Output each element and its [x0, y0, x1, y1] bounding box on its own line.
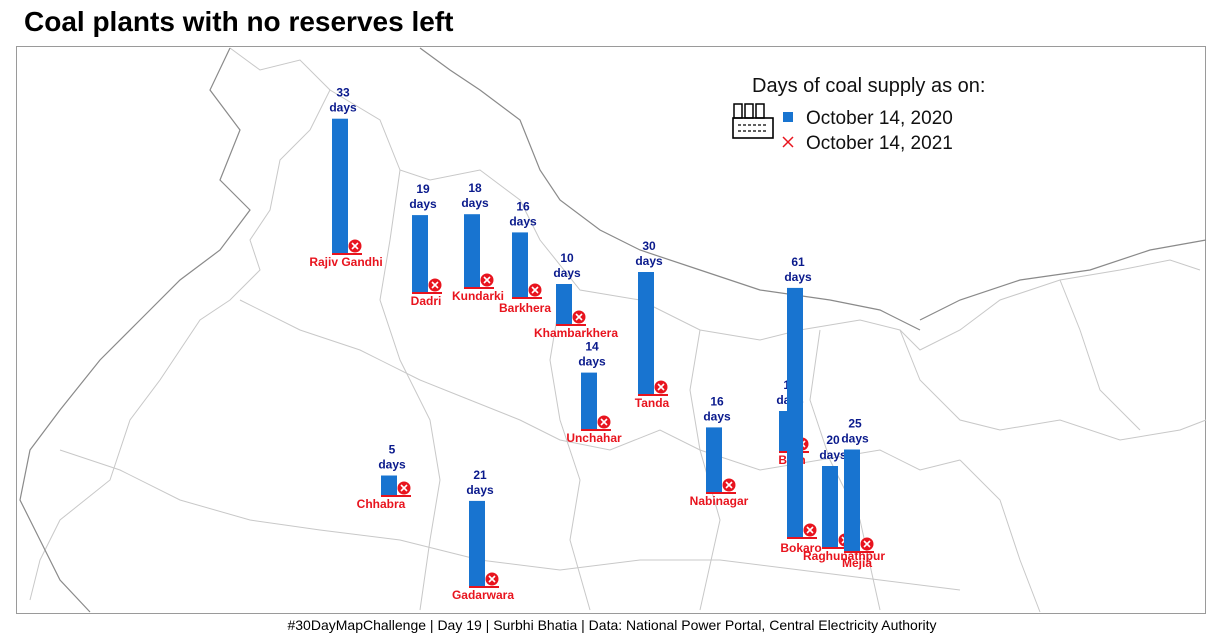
- legend-title: Days of coal supply as on:: [752, 75, 985, 97]
- bar-tanda: [638, 272, 654, 395]
- plant-label: Kundarki: [452, 289, 504, 303]
- value-unit-label: days: [329, 101, 357, 115]
- value-label: 16: [710, 394, 724, 408]
- value-unit-label: days: [466, 483, 494, 497]
- value-unit-label: days: [578, 355, 606, 369]
- plant-label: Gadarwara: [452, 588, 514, 602]
- value-label: 16: [516, 199, 530, 213]
- map-frame: [16, 46, 1206, 614]
- national-boundary: [419, 47, 921, 331]
- caption: #30DayMapChallenge | Day 19 | Surbhi Bha…: [287, 617, 937, 633]
- plant-label: Bokaro: [780, 541, 821, 555]
- national-boundary: [919, 239, 1207, 321]
- bar-mejia: [844, 449, 860, 552]
- bar-khambarkhera: [556, 284, 572, 325]
- plant-label: Mejia: [842, 556, 872, 570]
- state-boundary: [329, 89, 1201, 351]
- x-marker-2021: [480, 273, 494, 287]
- value-label: 21: [473, 468, 487, 482]
- value-label: 19: [416, 182, 430, 196]
- value-unit-label: days: [509, 214, 537, 228]
- value-label: 5: [389, 443, 396, 457]
- value-label: 20: [826, 433, 840, 447]
- india-basemap: [19, 47, 1207, 613]
- value-label: 10: [560, 251, 574, 265]
- value-unit-label: days: [553, 266, 581, 280]
- bar-kundarki: [464, 214, 480, 288]
- legend: Days of coal supply as on: October 14, 2…: [732, 75, 985, 154]
- x-marker-2021: [597, 415, 611, 429]
- value-unit-label: days: [461, 196, 489, 210]
- bar-rajiv-gandhi: [332, 118, 348, 254]
- state-boundary: [29, 47, 331, 601]
- value-unit-label: days: [819, 448, 847, 462]
- national-boundary: [19, 47, 251, 613]
- plant-label: Khambarkhera: [534, 326, 618, 340]
- chart-title: Coal plants with no reserves left: [24, 6, 454, 37]
- state-boundary: [1059, 279, 1141, 431]
- legend-label-2021: October 14, 2021: [806, 133, 953, 154]
- legend-swatch-2020: [783, 112, 793, 122]
- plant-label: Rajiv Gandhi: [309, 255, 382, 269]
- bar-raghunathpur: [822, 466, 838, 548]
- bar-chhabra: [381, 475, 397, 496]
- bar-unchahar: [581, 372, 597, 430]
- plant-label: Tanda: [635, 396, 670, 410]
- bar-nabinagar: [706, 427, 722, 493]
- plant-label: Unchahar: [566, 431, 622, 445]
- bar-gadarwara: [469, 500, 485, 587]
- legend-label-2020: October 14, 2020: [806, 108, 953, 129]
- value-label: 61: [791, 255, 805, 269]
- plant-label: Chhabra: [357, 497, 406, 511]
- x-marker-2021: [860, 537, 874, 551]
- state-boundary: [689, 329, 721, 611]
- value-label: 33: [336, 86, 350, 100]
- bar-barkhera: [512, 232, 528, 298]
- plant-label: Nabinagar: [690, 494, 749, 508]
- value-unit-label: days: [635, 254, 663, 268]
- value-label: 25: [848, 417, 862, 431]
- x-marker-2021: [572, 310, 586, 324]
- plant-label: Dadri: [411, 294, 442, 308]
- bar-bokaro: [787, 287, 803, 538]
- state-boundary: [549, 299, 591, 611]
- value-unit-label: days: [378, 458, 406, 472]
- state-boundary: [379, 169, 441, 611]
- factory-icon: [732, 103, 774, 139]
- x-marker-2021: [485, 572, 499, 586]
- x-marker-2021: [348, 239, 362, 253]
- value-label: 18: [468, 181, 482, 195]
- value-label: 30: [642, 239, 656, 253]
- x-marker-2021: [722, 478, 736, 492]
- x-marker-2021: [803, 523, 817, 537]
- state-boundary: [959, 459, 1041, 613]
- value-unit-label: days: [841, 432, 869, 446]
- legend-x-2021: [782, 136, 794, 148]
- x-marker-2021: [654, 380, 668, 394]
- x-marker-2021: [428, 278, 442, 292]
- state-boundary: [899, 329, 1207, 441]
- value-unit-label: days: [784, 270, 812, 284]
- x-marker-2021: [397, 481, 411, 495]
- value-label: 14: [585, 340, 599, 354]
- value-unit-label: days: [703, 409, 731, 423]
- plant-label: Barkhera: [499, 301, 551, 315]
- bar-dadri: [412, 215, 428, 293]
- x-marker-2021: [528, 283, 542, 297]
- value-unit-label: days: [409, 197, 437, 211]
